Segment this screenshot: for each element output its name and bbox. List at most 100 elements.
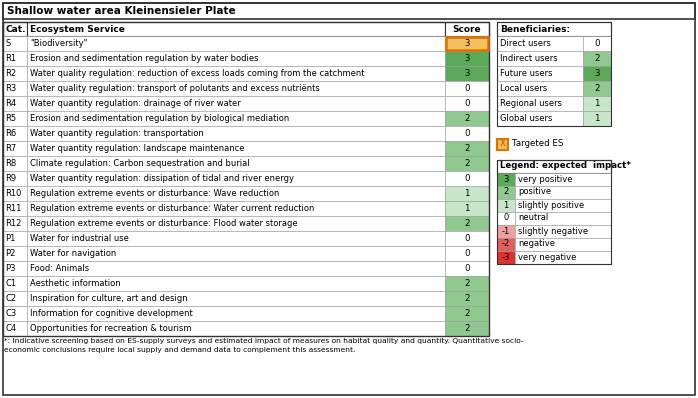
Text: C4: C4 [5, 324, 16, 333]
Bar [445, 51, 489, 66]
Text: -3: -3 [502, 252, 510, 261]
Text: Indirect users: Indirect users [500, 54, 558, 63]
Text: Score: Score [453, 25, 482, 33]
Bar [497, 36, 583, 51]
Text: 2: 2 [464, 144, 470, 153]
Bar [497, 96, 583, 111]
Bar [515, 224, 611, 238]
Text: R3: R3 [5, 84, 16, 93]
Bar [497, 66, 583, 81]
Bar [445, 156, 489, 171]
Bar [3, 216, 27, 231]
Bar [27, 156, 445, 171]
Bar [3, 171, 27, 186]
Bar [27, 216, 445, 231]
Bar [3, 186, 27, 201]
Text: very positive: very positive [518, 174, 572, 183]
Text: Water quantity regulation: drainage of river water: Water quantity regulation: drainage of r… [30, 99, 241, 108]
Text: Direct users: Direct users [500, 39, 551, 48]
Text: Water quantity regulation: dissipation of tidal and river energy: Water quantity regulation: dissipation o… [30, 174, 294, 183]
Text: 2: 2 [503, 187, 509, 197]
Text: Aesthetic information: Aesthetic information [30, 279, 121, 288]
Bar [27, 171, 445, 186]
Bar [445, 291, 489, 306]
Text: 0: 0 [464, 174, 470, 183]
Text: P1: P1 [5, 234, 15, 243]
Text: economic conclusions require local supply and demand data to complement this ass: economic conclusions require local suppl… [4, 347, 355, 353]
Text: Future users: Future users [500, 69, 553, 78]
Text: 2: 2 [464, 114, 470, 123]
Text: 1: 1 [503, 201, 509, 209]
Bar [3, 246, 27, 261]
Bar [445, 186, 489, 201]
Text: Local users: Local users [500, 84, 547, 93]
Bar [27, 96, 445, 111]
Text: 1: 1 [594, 99, 600, 108]
Text: 3: 3 [503, 174, 509, 183]
Text: R5: R5 [5, 114, 16, 123]
Bar [27, 66, 445, 81]
Bar [497, 199, 515, 211]
Text: "Biodiversity": "Biodiversity" [30, 39, 87, 48]
Bar [27, 276, 445, 291]
Text: R8: R8 [5, 159, 16, 168]
Bar [445, 96, 489, 111]
Bar [445, 22, 489, 36]
Bar [445, 276, 489, 291]
Text: C2: C2 [5, 294, 16, 303]
Text: 2: 2 [594, 84, 600, 93]
Text: Regional users: Regional users [500, 99, 562, 108]
Text: Targeted ES: Targeted ES [512, 140, 563, 148]
Text: Water quantity regulation: transportation: Water quantity regulation: transportatio… [30, 129, 204, 138]
Bar [27, 81, 445, 96]
Text: 0: 0 [594, 39, 600, 48]
Text: Beneficiaries:: Beneficiaries: [500, 25, 570, 33]
Text: Inspiration for culture, art and design: Inspiration for culture, art and design [30, 294, 188, 303]
Bar [3, 306, 27, 321]
Bar [27, 111, 445, 126]
Text: Regulation extreme events or disturbance: Water current reduction: Regulation extreme events or disturbance… [30, 204, 314, 213]
Text: Water quality regulation: reduction of excess loads coming from the catchment: Water quality regulation: reduction of e… [30, 69, 364, 78]
Bar [445, 141, 489, 156]
Text: 1: 1 [464, 189, 470, 198]
Bar [497, 185, 515, 199]
Text: R7: R7 [5, 144, 16, 153]
Bar [515, 172, 611, 185]
Bar [3, 321, 27, 336]
Bar [497, 238, 515, 250]
Text: Legend: expected  impact*: Legend: expected impact* [500, 162, 631, 170]
Text: R2: R2 [5, 69, 16, 78]
Bar [3, 201, 27, 216]
Bar [497, 51, 583, 66]
Bar [27, 126, 445, 141]
Bar [27, 321, 445, 336]
Bar [3, 111, 27, 126]
Text: R9: R9 [5, 174, 16, 183]
Text: Climate regulation: Carbon sequestration and burial: Climate regulation: Carbon sequestration… [30, 159, 250, 168]
Text: positive: positive [518, 187, 551, 197]
Bar [583, 51, 611, 66]
Bar [3, 66, 27, 81]
Bar [3, 231, 27, 246]
Bar [445, 246, 489, 261]
Bar [497, 22, 611, 126]
Text: P3: P3 [5, 264, 15, 273]
Text: C1: C1 [5, 279, 16, 288]
Bar [3, 96, 27, 111]
Text: Water quantity regulation: landscape maintenance: Water quantity regulation: landscape mai… [30, 144, 244, 153]
Text: -1: -1 [502, 226, 510, 236]
Bar [515, 250, 611, 263]
Text: R12: R12 [5, 219, 22, 228]
Text: Erosion and sedimentation regulation by biological mediation: Erosion and sedimentation regulation by … [30, 114, 289, 123]
Text: 0: 0 [464, 249, 470, 258]
Text: 1: 1 [464, 204, 470, 213]
Bar [583, 96, 611, 111]
Bar [445, 111, 489, 126]
Text: 0: 0 [464, 84, 470, 93]
Bar [27, 51, 445, 66]
Text: R10: R10 [5, 189, 22, 198]
Text: 3: 3 [464, 69, 470, 78]
Bar [3, 81, 27, 96]
Bar [3, 141, 27, 156]
Text: S: S [5, 39, 10, 48]
